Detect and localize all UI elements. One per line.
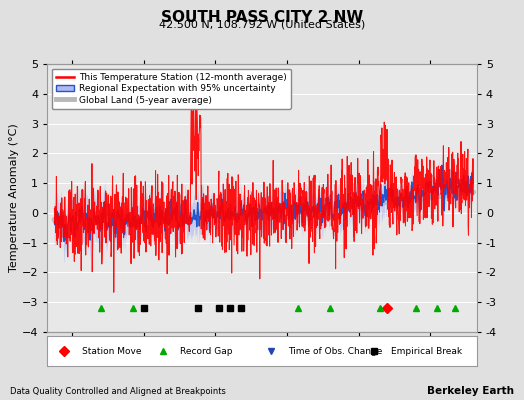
- Text: Time of Obs. Change: Time of Obs. Change: [288, 346, 382, 356]
- Text: 42.500 N, 108.792 W (United States): 42.500 N, 108.792 W (United States): [159, 19, 365, 29]
- Text: SOUTH PASS CITY 2 NW: SOUTH PASS CITY 2 NW: [161, 10, 363, 25]
- Text: Record Gap: Record Gap: [180, 346, 233, 356]
- Text: Berkeley Earth: Berkeley Earth: [427, 386, 514, 396]
- Y-axis label: Temperature Anomaly (°C): Temperature Anomaly (°C): [9, 124, 19, 272]
- Text: Empirical Break: Empirical Break: [391, 346, 462, 356]
- Legend: This Temperature Station (12-month average), Regional Expectation with 95% uncer: This Temperature Station (12-month avera…: [52, 68, 291, 109]
- Text: Data Quality Controlled and Aligned at Breakpoints: Data Quality Controlled and Aligned at B…: [10, 387, 226, 396]
- Text: Station Move: Station Move: [82, 346, 141, 356]
